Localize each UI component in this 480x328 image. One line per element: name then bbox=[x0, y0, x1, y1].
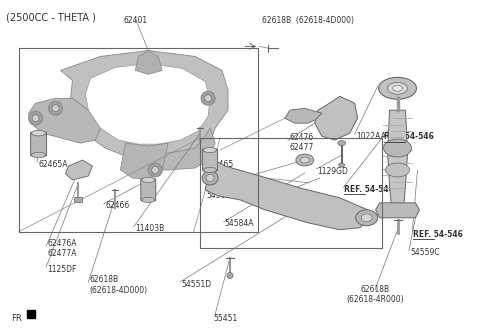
Polygon shape bbox=[145, 128, 215, 170]
Text: 62401: 62401 bbox=[124, 16, 148, 26]
Text: 54584A: 54584A bbox=[225, 219, 254, 228]
Polygon shape bbox=[205, 158, 370, 230]
Circle shape bbox=[52, 105, 59, 112]
Text: 54559C: 54559C bbox=[410, 248, 440, 257]
Text: 54530
54501A: 54530 54501A bbox=[206, 181, 236, 200]
Ellipse shape bbox=[385, 163, 409, 177]
Text: 62618B
(62618-4D000): 62618B (62618-4D000) bbox=[89, 275, 147, 295]
FancyBboxPatch shape bbox=[203, 149, 217, 171]
Ellipse shape bbox=[206, 174, 214, 181]
Text: 62618B  (62618-4D000): 62618B (62618-4D000) bbox=[262, 16, 354, 26]
Ellipse shape bbox=[202, 171, 218, 185]
Bar bbox=[74, 197, 83, 202]
Ellipse shape bbox=[361, 214, 372, 222]
Circle shape bbox=[32, 115, 39, 122]
Text: 55451: 55451 bbox=[214, 314, 238, 323]
Ellipse shape bbox=[32, 130, 46, 136]
Text: 1022AA: 1022AA bbox=[356, 133, 386, 141]
Text: REF. 54-546: REF. 54-546 bbox=[384, 133, 433, 141]
Circle shape bbox=[48, 101, 62, 115]
FancyBboxPatch shape bbox=[141, 179, 156, 201]
Circle shape bbox=[204, 95, 212, 102]
Circle shape bbox=[201, 91, 215, 105]
Text: 11403B: 11403B bbox=[135, 224, 164, 233]
Circle shape bbox=[148, 163, 162, 177]
Text: 62476A
62477A: 62476A 62477A bbox=[48, 238, 77, 258]
Text: REF. 54-546: REF. 54-546 bbox=[413, 230, 463, 239]
Ellipse shape bbox=[339, 163, 345, 167]
Ellipse shape bbox=[384, 139, 411, 157]
Polygon shape bbox=[120, 143, 168, 180]
Circle shape bbox=[227, 273, 233, 278]
Ellipse shape bbox=[142, 197, 155, 202]
Polygon shape bbox=[60, 51, 228, 160]
Polygon shape bbox=[85, 63, 210, 144]
Circle shape bbox=[29, 111, 43, 125]
Ellipse shape bbox=[32, 152, 46, 158]
Ellipse shape bbox=[142, 177, 155, 182]
Text: 62492
55448: 62492 55448 bbox=[275, 190, 299, 209]
Polygon shape bbox=[285, 108, 322, 123]
Ellipse shape bbox=[338, 141, 346, 146]
Text: 1125DF: 1125DF bbox=[48, 265, 77, 274]
Text: (2500CC - THETA ): (2500CC - THETA ) bbox=[6, 12, 96, 22]
Ellipse shape bbox=[393, 85, 403, 91]
Text: REF. 54-546: REF. 54-546 bbox=[344, 185, 394, 194]
Text: 62466: 62466 bbox=[105, 201, 129, 210]
Ellipse shape bbox=[204, 167, 216, 173]
Ellipse shape bbox=[379, 77, 417, 99]
Bar bbox=[200, 138, 382, 248]
Polygon shape bbox=[135, 51, 162, 74]
Text: 1129GD: 1129GD bbox=[318, 167, 348, 176]
Text: 62618B
(62618-4R000): 62618B (62618-4R000) bbox=[346, 285, 404, 304]
Ellipse shape bbox=[296, 154, 314, 166]
Polygon shape bbox=[29, 98, 100, 143]
FancyBboxPatch shape bbox=[31, 132, 47, 156]
Text: 62465: 62465 bbox=[210, 160, 234, 169]
Polygon shape bbox=[376, 203, 420, 218]
Ellipse shape bbox=[204, 148, 216, 153]
Text: 54551D: 54551D bbox=[181, 280, 212, 289]
Text: FR: FR bbox=[11, 314, 22, 323]
Ellipse shape bbox=[356, 210, 378, 226]
Bar bbox=[27, 310, 35, 318]
Ellipse shape bbox=[387, 82, 408, 94]
Text: 62476
62477: 62476 62477 bbox=[289, 133, 313, 153]
Polygon shape bbox=[387, 110, 408, 208]
Ellipse shape bbox=[300, 157, 309, 163]
Polygon shape bbox=[315, 96, 358, 140]
Circle shape bbox=[152, 167, 159, 174]
Bar bbox=[19, 49, 258, 232]
Text: 62465A: 62465A bbox=[38, 160, 68, 169]
Polygon shape bbox=[65, 160, 93, 180]
